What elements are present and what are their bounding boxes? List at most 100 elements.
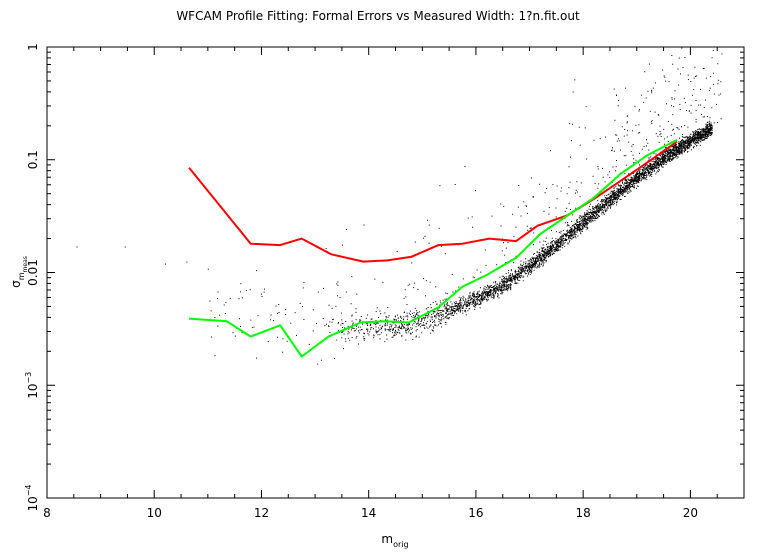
scatter-point — [500, 203, 502, 205]
scatter-point — [603, 201, 605, 203]
scatter-point — [604, 205, 605, 207]
scatter-point — [689, 110, 690, 112]
scatter-point — [370, 323, 372, 325]
scatter-point — [587, 213, 589, 215]
scatter-point — [618, 193, 619, 195]
scatter-point — [694, 133, 696, 135]
scatter-point — [502, 282, 504, 284]
scatter-point — [605, 200, 607, 202]
scatter-point — [612, 190, 614, 192]
scatter-point — [697, 137, 699, 139]
scatter-point — [370, 318, 372, 320]
scatter-point — [684, 144, 686, 146]
scatter-point — [401, 317, 402, 319]
scatter-point — [675, 146, 677, 148]
scatter-point — [631, 181, 632, 183]
scatter-point — [499, 283, 501, 284]
scatter-point — [694, 141, 696, 143]
scatter-point — [444, 321, 446, 323]
scatter-point — [682, 67, 684, 68]
scatter-point — [539, 257, 541, 259]
scatter-point — [627, 182, 629, 183]
scatter-point — [646, 175, 648, 177]
scatter-point — [409, 332, 411, 334]
scatter-point — [558, 231, 560, 233]
scatter-point — [492, 295, 494, 297]
scatter-point — [594, 207, 595, 209]
scatter-point — [434, 319, 436, 321]
scatter-point — [610, 196, 612, 198]
scatter-point — [555, 242, 557, 244]
scatter-point — [491, 289, 493, 291]
scatter-point — [712, 83, 714, 85]
scatter-point — [630, 180, 632, 182]
scatter-point — [476, 303, 478, 305]
scatter-point — [677, 151, 679, 153]
scatter-point — [657, 164, 659, 166]
scatter-point — [562, 241, 564, 242]
scatter-point — [570, 231, 572, 233]
scatter-point — [506, 279, 508, 281]
scatter-point — [663, 163, 665, 165]
scatter-point — [559, 249, 561, 251]
scatter-point — [637, 179, 639, 181]
scatter-point — [529, 269, 531, 271]
scatter-point — [217, 298, 219, 300]
scatter-point — [642, 174, 644, 176]
scatter-point — [528, 260, 530, 262]
scatter-point — [666, 160, 668, 162]
scatter-point — [548, 251, 550, 253]
scatter-point — [214, 355, 216, 357]
scatter-point — [644, 164, 646, 166]
scatter-point — [362, 323, 364, 325]
scatter-point — [525, 268, 527, 270]
scatter-point — [619, 189, 621, 191]
scatter-point — [535, 260, 537, 262]
scatter-point — [568, 166, 570, 168]
scatter-point — [580, 215, 582, 217]
scatter-point — [536, 263, 538, 265]
scatter-point — [487, 288, 489, 290]
scatter-point — [696, 133, 698, 135]
scatter-point — [552, 245, 554, 247]
scatter-point — [555, 249, 556, 251]
scatter-point — [520, 272, 522, 274]
scatter-point — [524, 272, 526, 274]
scatter-point — [532, 196, 534, 197]
scatter-point — [520, 265, 522, 267]
scatter-point — [583, 224, 585, 226]
scatter-point — [411, 313, 413, 314]
scatter-point — [532, 260, 534, 262]
scatter-point — [673, 156, 675, 158]
scatter-point — [557, 248, 559, 249]
scatter-point — [438, 316, 440, 318]
scatter-point — [509, 286, 511, 288]
scatter-point — [701, 135, 703, 137]
scatter-point — [703, 116, 705, 118]
scatter-point — [700, 132, 702, 134]
scatter-point — [679, 153, 681, 155]
scatter-point — [580, 228, 582, 230]
scatter-point — [669, 148, 671, 150]
scatter-point — [568, 202, 570, 204]
scatter-point — [597, 206, 599, 208]
scatter-point — [669, 161, 671, 162]
scatter-point — [505, 282, 507, 284]
scatter-point — [454, 311, 456, 313]
scatter-point — [397, 329, 399, 331]
scatter-point — [344, 338, 346, 340]
scatter-point — [635, 177, 637, 179]
y-tick-label: 10−4 — [24, 484, 40, 511]
scatter-point — [492, 297, 494, 299]
scatter-point — [566, 207, 568, 209]
scatter-point — [423, 317, 424, 319]
scatter-point — [510, 276, 512, 278]
scatter-point — [616, 188, 618, 190]
scatter-point — [710, 132, 712, 133]
scatter-point — [531, 257, 533, 259]
scatter-point — [422, 317, 424, 319]
scatter-point — [418, 315, 420, 317]
scatter-point — [401, 335, 403, 337]
scatter-point — [635, 173, 637, 175]
scatter-point — [452, 311, 454, 313]
